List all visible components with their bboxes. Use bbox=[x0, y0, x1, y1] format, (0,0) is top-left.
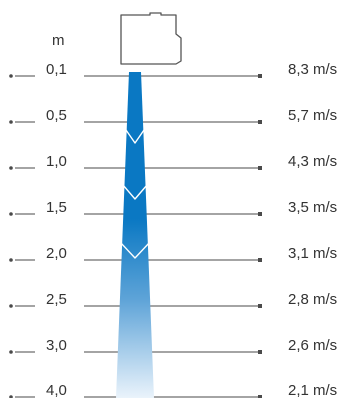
row-tick bbox=[258, 350, 262, 354]
row-dot bbox=[9, 166, 13, 170]
distance-row: 0,1 8,3 m/s bbox=[9, 61, 337, 78]
speed-label: 4,3 m/s bbox=[288, 153, 337, 170]
row-tick bbox=[258, 120, 262, 124]
speed-label: 2,8 m/s bbox=[288, 291, 337, 308]
device-outline-icon bbox=[120, 12, 182, 65]
air-beam bbox=[116, 72, 154, 398]
row-tick bbox=[258, 74, 262, 78]
row-tick bbox=[258, 212, 262, 216]
speed-label: 2,6 m/s bbox=[288, 337, 337, 354]
distance-row: 1,0 4,3 m/s bbox=[9, 153, 337, 170]
distance-row: 0,5 5,7 m/s bbox=[9, 107, 337, 124]
row-dot bbox=[9, 120, 13, 124]
distance-label: 1,5 bbox=[46, 199, 67, 216]
distance-row: 2,0 3,1 m/s bbox=[9, 245, 337, 262]
speed-label: 3,5 m/s bbox=[288, 199, 337, 216]
distance-label: 1,0 bbox=[46, 153, 67, 170]
row-dot bbox=[9, 350, 13, 354]
unit-label: m bbox=[52, 32, 65, 49]
speed-label: 3,1 m/s bbox=[288, 245, 337, 262]
distance-rows: 0,1 8,3 m/s 0,5 5,7 m/s 1,0 4,3 m/s 1,5 3,5 m/s… bbox=[9, 61, 337, 398]
row-dot bbox=[9, 395, 13, 398]
distance-label: 0,5 bbox=[46, 107, 67, 124]
distance-row: 2,5 2,8 m/s bbox=[9, 291, 337, 308]
flow-chevron-1 bbox=[125, 129, 145, 144]
speed-label: 5,7 m/s bbox=[288, 107, 337, 124]
distance-label: 2,5 bbox=[46, 291, 67, 308]
row-tick bbox=[258, 304, 262, 308]
row-dot bbox=[9, 304, 13, 308]
distance-row: 4,0 2,1 m/s bbox=[9, 382, 337, 398]
flow-chevrons bbox=[119, 129, 151, 259]
row-tick bbox=[258, 258, 262, 262]
distance-label: 4,0 bbox=[46, 382, 67, 398]
distance-row: 3,0 2,6 m/s bbox=[9, 337, 337, 354]
distance-label: 3,0 bbox=[46, 337, 67, 354]
distance-row: 1,5 3,5 m/s bbox=[9, 199, 337, 216]
row-dot bbox=[9, 258, 13, 262]
distance-label: 2,0 bbox=[46, 245, 67, 262]
row-dot bbox=[9, 212, 13, 216]
row-tick bbox=[258, 395, 262, 398]
flow-chevron-3 bbox=[119, 241, 151, 259]
flow-chevron-2 bbox=[122, 184, 148, 200]
row-tick bbox=[258, 166, 262, 170]
speed-label: 2,1 m/s bbox=[288, 382, 337, 398]
row-dot bbox=[9, 74, 13, 78]
speed-label: 8,3 m/s bbox=[288, 61, 337, 78]
distance-label: 0,1 bbox=[46, 61, 67, 78]
